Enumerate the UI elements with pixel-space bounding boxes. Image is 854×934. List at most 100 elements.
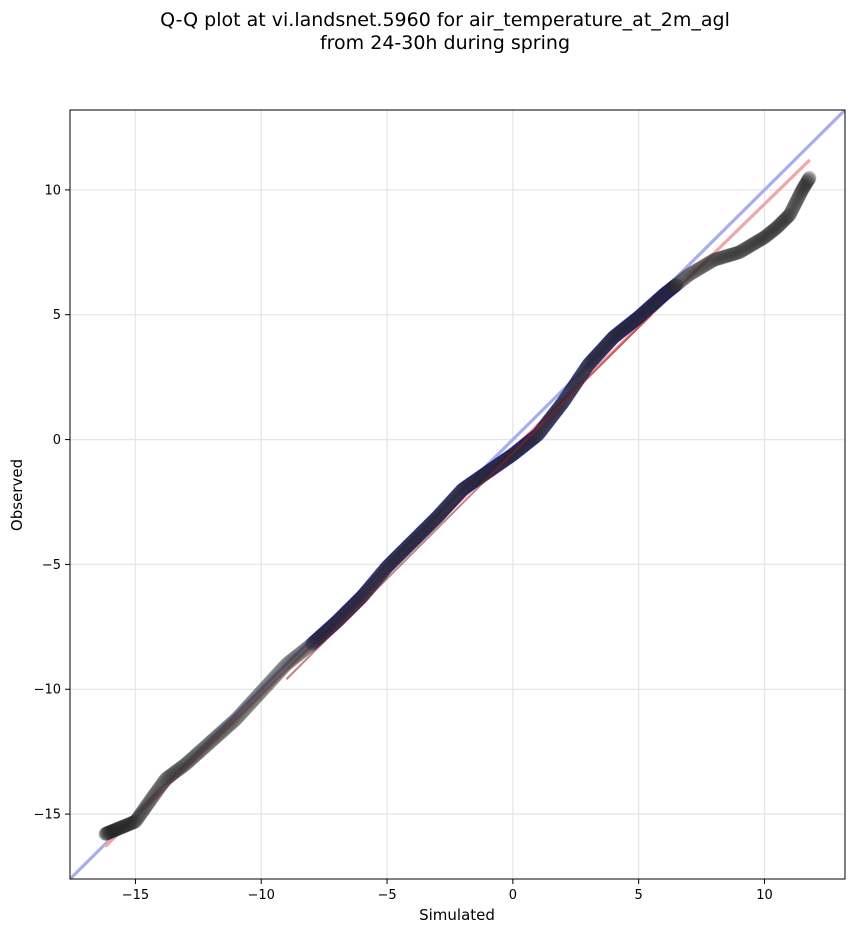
y-tick-label: −15 [34, 808, 61, 823]
qq-point [518, 437, 533, 452]
qq-point [194, 742, 209, 757]
qq-point [732, 245, 747, 260]
qq-point [794, 184, 809, 199]
qq-point [787, 198, 802, 213]
qq-point [241, 698, 256, 713]
qq-point [201, 736, 216, 751]
qq-point [126, 815, 141, 830]
qq-point [765, 223, 780, 238]
x-tick-label: −5 [377, 888, 396, 903]
qq-point [612, 325, 627, 340]
qq-point [774, 216, 789, 231]
qq-point [763, 225, 778, 240]
qq-point [796, 181, 811, 196]
qq-point [437, 502, 452, 517]
qq-point [131, 809, 146, 824]
qq-point [136, 803, 151, 818]
qq-point [106, 823, 121, 838]
qq-point [788, 195, 803, 210]
qq-point [195, 742, 210, 757]
qq-point [400, 539, 415, 554]
qq-point [790, 191, 805, 206]
qq-point [751, 233, 766, 248]
qq-point [753, 232, 768, 247]
qq-point [685, 265, 700, 280]
qq-point [196, 741, 211, 756]
qq-point [668, 278, 683, 293]
qq-point [151, 781, 166, 796]
qq-point [773, 217, 788, 232]
qq-point [147, 786, 162, 801]
qq-point [105, 824, 120, 839]
qq-point [177, 757, 192, 772]
x-tick-label: −15 [122, 888, 149, 903]
qq-point [537, 419, 552, 434]
qq-point [571, 372, 586, 387]
qq-point [749, 235, 764, 250]
qq-point [146, 788, 161, 803]
qq-point [142, 794, 157, 809]
qq-point [430, 509, 445, 524]
qq-point [688, 264, 703, 279]
qq-point [741, 240, 756, 255]
qq-point [369, 572, 384, 587]
qq-point [456, 481, 471, 496]
qq-point [740, 240, 755, 255]
qq-point [365, 577, 380, 592]
qq-point [616, 321, 631, 336]
qq-point [426, 513, 441, 528]
qq-point [300, 640, 315, 655]
qq-point [713, 250, 728, 265]
qq-point [277, 658, 292, 673]
qq-point [721, 248, 736, 263]
qq-point [122, 817, 137, 832]
qq-point [802, 170, 817, 185]
qq-point [683, 267, 698, 282]
qq-point [166, 766, 181, 781]
qq-point [780, 209, 795, 224]
qq-point [187, 749, 202, 764]
qq-point [796, 180, 811, 195]
qq-point [185, 751, 200, 766]
qq-point [783, 205, 798, 220]
qq-point [791, 190, 806, 205]
qq-point [699, 257, 714, 272]
qq-point [284, 653, 299, 668]
qq-point [111, 821, 126, 836]
qq-point [154, 778, 169, 793]
qq-point [109, 822, 124, 837]
qq-point [420, 519, 435, 534]
qq-point [378, 561, 393, 576]
qq-point [767, 222, 782, 237]
qq-point [789, 194, 804, 209]
qq-point [130, 811, 145, 826]
qq-point [161, 770, 176, 785]
qq-point [320, 623, 335, 638]
qq-point [106, 823, 121, 838]
qq-point [766, 223, 781, 238]
qq-point [230, 710, 245, 725]
qq-point [117, 819, 132, 834]
qq-point [719, 249, 734, 264]
qq-point [274, 662, 289, 677]
qq-point [756, 230, 771, 245]
qq-point [802, 171, 817, 186]
qq-point [671, 276, 686, 291]
qq-point [133, 807, 148, 822]
qq-point [689, 263, 704, 278]
qq-point [592, 345, 607, 360]
qq-point [124, 816, 139, 831]
qq-point [787, 197, 802, 212]
qq-point [675, 272, 690, 287]
qq-point [517, 438, 532, 453]
qq-point [598, 339, 613, 354]
qq-point [638, 304, 653, 319]
y-tick-label: −5 [42, 558, 61, 573]
qq-point [759, 228, 774, 243]
qq-point [777, 212, 792, 227]
qq-point [127, 815, 142, 830]
qq-point [158, 771, 173, 786]
qq-point [677, 271, 692, 286]
qq-point [771, 218, 786, 233]
